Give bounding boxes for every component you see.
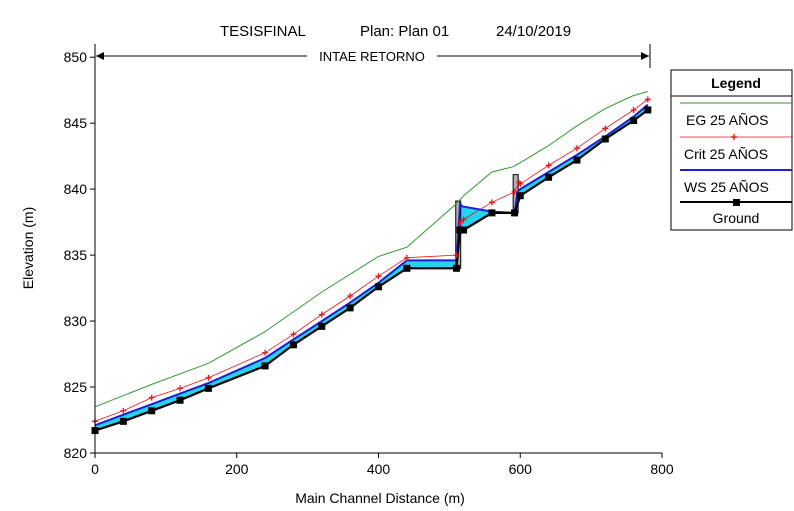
- series-markers: [91, 96, 652, 435]
- ground-point: [318, 322, 326, 330]
- crit-point: [511, 188, 518, 195]
- legend-title: Legend: [711, 75, 761, 91]
- ground-point: [460, 226, 468, 234]
- ground-point: [452, 264, 460, 272]
- crit-point: [375, 273, 382, 280]
- y-tick-label: 845: [64, 115, 88, 131]
- crit-point: [347, 292, 354, 299]
- header-date: 24/10/2019: [496, 23, 571, 40]
- crit-point: [318, 311, 325, 318]
- ground-point: [403, 264, 411, 272]
- y-tick-label: 835: [64, 247, 88, 263]
- crit-point: [205, 374, 212, 381]
- crit-point: [545, 162, 552, 169]
- crit-point: [120, 407, 127, 414]
- ground-point: [119, 417, 127, 425]
- x-tick-label: 400: [367, 461, 391, 477]
- header-plan: Plan: Plan 01: [360, 23, 449, 40]
- ground-point: [346, 304, 354, 312]
- ground-point: [516, 192, 524, 200]
- axis-ticks: 0 200 400 600 800 820 825 830 835 840 845 850: [64, 49, 674, 477]
- ground-point: [644, 106, 652, 114]
- ground-point: [601, 135, 609, 143]
- ground-point: [488, 209, 496, 217]
- ground-point: [204, 384, 212, 392]
- legend-marker-ground: [733, 199, 740, 206]
- crit-point: [630, 106, 637, 113]
- legend: Legend EG 25 AÑOS Crit 25 AÑOS WS 25 AÑO…: [670, 69, 793, 231]
- legend-label-crit: Crit 25 AÑOS: [684, 146, 768, 162]
- header-project: TESISFINAL: [220, 23, 306, 40]
- crit-point: [602, 125, 609, 132]
- x-tick-label: 200: [225, 461, 249, 477]
- series-lines: [94, 91, 649, 432]
- y-tick-label: 820: [64, 445, 88, 461]
- x-axis-label: Main Channel Distance (m): [295, 490, 465, 506]
- crit-point: [573, 145, 580, 152]
- legend-marker-crit: [731, 134, 737, 140]
- reach-label-bg: [307, 49, 437, 63]
- ground-point: [176, 396, 184, 404]
- x-tick-label: 600: [509, 461, 533, 477]
- legend-label-ws: WS 25 AÑOS: [684, 179, 769, 195]
- crit-point: [290, 331, 297, 338]
- crit-point: [644, 96, 651, 103]
- ground-point: [630, 117, 638, 125]
- y-tick-label: 840: [64, 181, 88, 197]
- crit-point: [453, 252, 460, 259]
- water-surface-fill: [95, 104, 648, 431]
- water-fill-area: [95, 104, 648, 431]
- legend-label-ground: Ground: [713, 210, 760, 226]
- y-tick-label: 850: [64, 49, 88, 65]
- reach-label: INTAE RETORNO: [319, 49, 425, 64]
- eg-line: [94, 91, 648, 408]
- crit-point: [488, 199, 495, 206]
- crit-point: [148, 394, 155, 401]
- x-tick-label: 800: [650, 461, 674, 477]
- x-tick-label: 0: [91, 461, 99, 477]
- ground-point: [573, 156, 581, 164]
- y-tick-label: 825: [64, 379, 88, 395]
- legend-box: [670, 69, 793, 231]
- crit-point: [460, 216, 467, 223]
- reach-arrow-right-head: [641, 52, 649, 60]
- ground-point: [511, 209, 519, 217]
- y-axis-label: Elevation (m): [20, 207, 36, 289]
- crit-point: [262, 349, 269, 356]
- ground-line: [94, 109, 649, 432]
- ground-point: [261, 362, 269, 370]
- ground-point: [375, 283, 382, 291]
- y-tick-label: 830: [64, 313, 88, 329]
- crit-point: [517, 180, 524, 187]
- ground-point: [545, 173, 553, 181]
- ground-point: [148, 407, 156, 415]
- ground-point: [456, 226, 464, 234]
- reach-arrow-left-head: [96, 52, 104, 60]
- crit-point: [403, 254, 410, 261]
- ws-line: [94, 103, 649, 427]
- reach-span-indicator: INTAE RETORNO: [94, 44, 651, 68]
- legend-label-eg: EG 25 AÑOS: [686, 112, 768, 128]
- crit-point: [177, 385, 184, 392]
- ground-point: [289, 341, 297, 349]
